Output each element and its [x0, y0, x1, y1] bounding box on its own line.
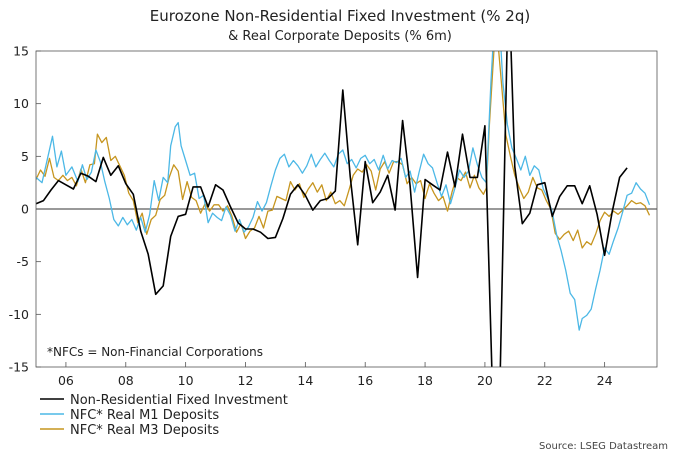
x-tick-label: 24: [597, 373, 613, 388]
x-tick-label: 22: [537, 373, 553, 388]
legend-label: NFC* Real M3 Deposits: [70, 423, 219, 438]
chart-title: Eurozone Non-Residential Fixed Investmen…: [150, 7, 530, 25]
legend-label: NFC* Real M1 Deposits: [70, 408, 219, 423]
x-tick-label: 06: [58, 373, 74, 388]
chart-subtitle: & Real Corporate Deposits (% 6m): [228, 29, 452, 44]
chart-note: *NFCs = Non-Financial Corporations: [47, 345, 263, 359]
x-tick-label: 12: [238, 373, 254, 388]
x-axis: 06 08 10 12 14 16 18 20 22 24: [58, 362, 613, 388]
x-tick-label: 10: [178, 373, 194, 388]
series-line-m1-deposits: [36, 51, 651, 331]
y-tick-label: 5: [21, 149, 29, 164]
x-tick-label: 14: [297, 373, 313, 388]
y-tick-label: 10: [13, 96, 29, 111]
plot-frame: [35, 50, 658, 368]
y-tick-label: 15: [13, 44, 29, 59]
x-tick-label: 16: [357, 373, 373, 388]
x-tick-label: 18: [417, 373, 433, 388]
y-tick-label: 0: [21, 202, 29, 217]
x-tick-label: 08: [118, 373, 134, 388]
legend-label: Non-Residential Fixed Investment: [70, 393, 288, 408]
series-layer: [36, 51, 657, 367]
y-axis: -15 -10 -5 0 5 10 15: [9, 44, 41, 375]
y-tick-label: -5: [17, 254, 29, 269]
y-tick-label: -10: [9, 307, 29, 322]
x-tick-label: 20: [477, 373, 493, 388]
y-tick-label: -15: [9, 360, 29, 375]
chart-source: Source: LSEG Datastream: [539, 441, 668, 452]
series-line-m3-deposits: [36, 51, 651, 249]
series-line-investment: [36, 51, 628, 367]
